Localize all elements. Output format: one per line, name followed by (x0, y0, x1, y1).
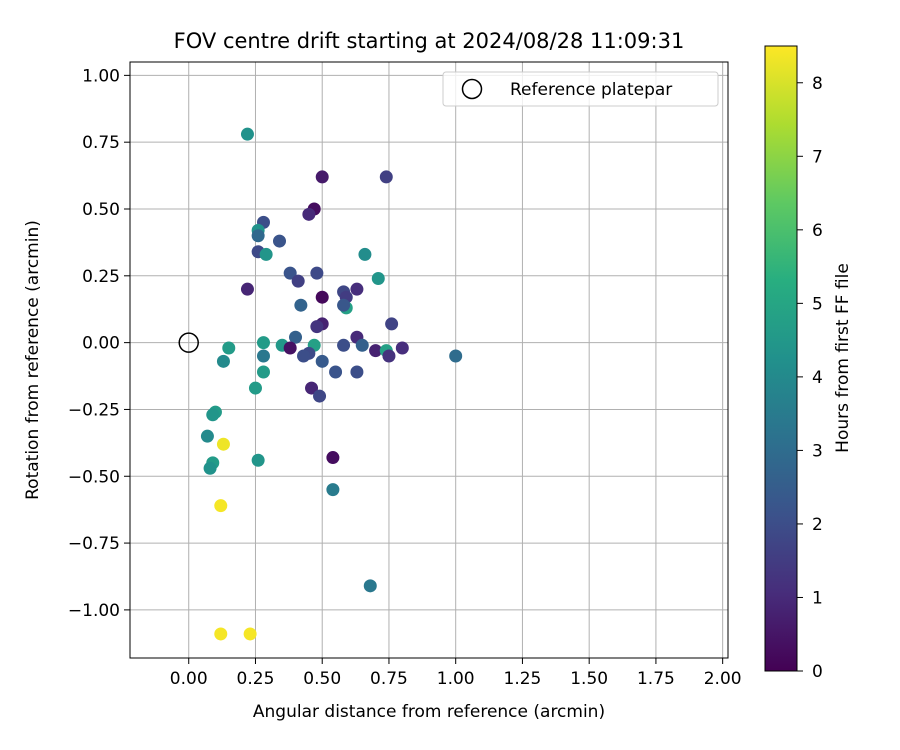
x-tick-label: 2.00 (704, 669, 742, 689)
data-point (313, 389, 327, 403)
data-point (449, 349, 463, 363)
colorbar-tick-label: 1 (812, 588, 823, 608)
y-axis: 1.00 0.75 0.50 0.25 0.00 −0.25 −0.50 −0.75 −1.00 (68, 66, 130, 621)
data-point (385, 317, 399, 331)
colorbar-tick-label: 0 (812, 662, 823, 682)
data-point (297, 349, 311, 363)
data-point (355, 338, 369, 352)
data-point (291, 274, 305, 288)
x-tick-label: 0.50 (303, 669, 341, 689)
colorbar-tick-label: 2 (812, 515, 823, 535)
colorbar-tick-label: 7 (812, 147, 823, 167)
plot-frame (129, 61, 729, 659)
data-point (369, 344, 383, 358)
data-point (302, 207, 316, 221)
data-point (240, 282, 254, 296)
y-tick-label: −0.50 (68, 467, 120, 487)
y-tick-label: −1.00 (68, 601, 120, 621)
data-point (251, 453, 265, 467)
y-tick-label: 0.50 (82, 200, 120, 220)
data-point (326, 451, 340, 465)
colorbar-label: Hours from first FF file (833, 263, 853, 453)
data-point (216, 437, 230, 451)
data-point (240, 127, 254, 141)
data-point (350, 365, 364, 379)
data-point (200, 429, 214, 443)
x-tick-label: 1.25 (504, 669, 542, 689)
colorbar-gradient (764, 45, 798, 672)
x-tick-label: 0.00 (170, 669, 208, 689)
data-point (337, 338, 351, 352)
colorbar-tick-label: 3 (812, 441, 823, 461)
data-point (315, 354, 329, 368)
x-tick-label: 1.75 (637, 669, 675, 689)
data-point (371, 271, 385, 285)
x-axis-label: Angular distance from reference (arcmin) (253, 702, 605, 722)
legend-box (442, 71, 719, 107)
data-point (256, 336, 270, 350)
data-point (283, 341, 297, 355)
chart-title: FOV centre drift starting at 2024/08/28 … (174, 29, 685, 53)
data-point (259, 247, 273, 261)
colorbar-tick-label: 8 (812, 74, 823, 94)
data-point (214, 499, 228, 513)
x-axis: 0.00 0.25 0.50 0.75 1.00 1.25 1.50 1.75 2.00 (170, 658, 742, 689)
data-point (363, 579, 377, 593)
y-axis-label: Rotation from reference (arcmin) (23, 220, 43, 500)
data-point (256, 349, 270, 363)
data-point (243, 627, 257, 641)
data-point (315, 290, 329, 304)
x-tick-label: 0.75 (370, 669, 408, 689)
data-point (216, 354, 230, 368)
data-point (294, 298, 308, 312)
data-point (273, 234, 286, 248)
colorbar-ticks: 0 1 2 3 4 5 6 7 8 (797, 74, 823, 682)
data-point (251, 229, 265, 243)
data-point (329, 365, 343, 379)
colorbar-tick-label: 4 (812, 368, 823, 388)
legend-entry-label: Reference platepar (510, 80, 672, 100)
data-point (326, 483, 340, 497)
data-point (337, 298, 351, 312)
reference-marker-group (178, 332, 199, 353)
data-point (310, 320, 324, 334)
data-point (248, 381, 262, 395)
data-point (379, 170, 393, 184)
y-tick-label: 0.25 (82, 267, 120, 287)
data-point (350, 282, 364, 296)
data-point (382, 349, 396, 363)
data-point (206, 408, 220, 422)
reference-platepar-marker (178, 332, 199, 353)
data-point (315, 170, 329, 184)
legend-marker-icon (461, 78, 483, 100)
colorbar-tick-label: 6 (812, 221, 823, 241)
data-point (395, 341, 409, 355)
y-tick-label: 1.00 (82, 66, 120, 86)
data-point (256, 365, 270, 379)
x-tick-label: 1.00 (437, 669, 475, 689)
colorbar: 0 1 2 3 4 5 6 7 8 Hours from first FF file (764, 45, 853, 682)
y-tick-label: −0.25 (68, 400, 120, 420)
colorbar-tick-label: 5 (812, 294, 823, 314)
data-point (214, 627, 228, 641)
y-tick-label: −0.75 (68, 534, 120, 554)
data-points (200, 127, 463, 641)
data-point (283, 266, 297, 280)
data-point (222, 341, 236, 355)
x-tick-label: 0.25 (237, 669, 275, 689)
x-tick-label: 1.50 (570, 669, 608, 689)
data-point (305, 381, 319, 395)
y-tick-label: 0.00 (82, 334, 120, 354)
data-point (310, 266, 324, 280)
data-point (289, 330, 303, 344)
data-point (358, 247, 372, 261)
data-point (203, 461, 217, 475)
grid (130, 62, 728, 658)
legend: Reference platepar (442, 71, 719, 107)
y-tick-label: 0.75 (82, 133, 120, 153)
